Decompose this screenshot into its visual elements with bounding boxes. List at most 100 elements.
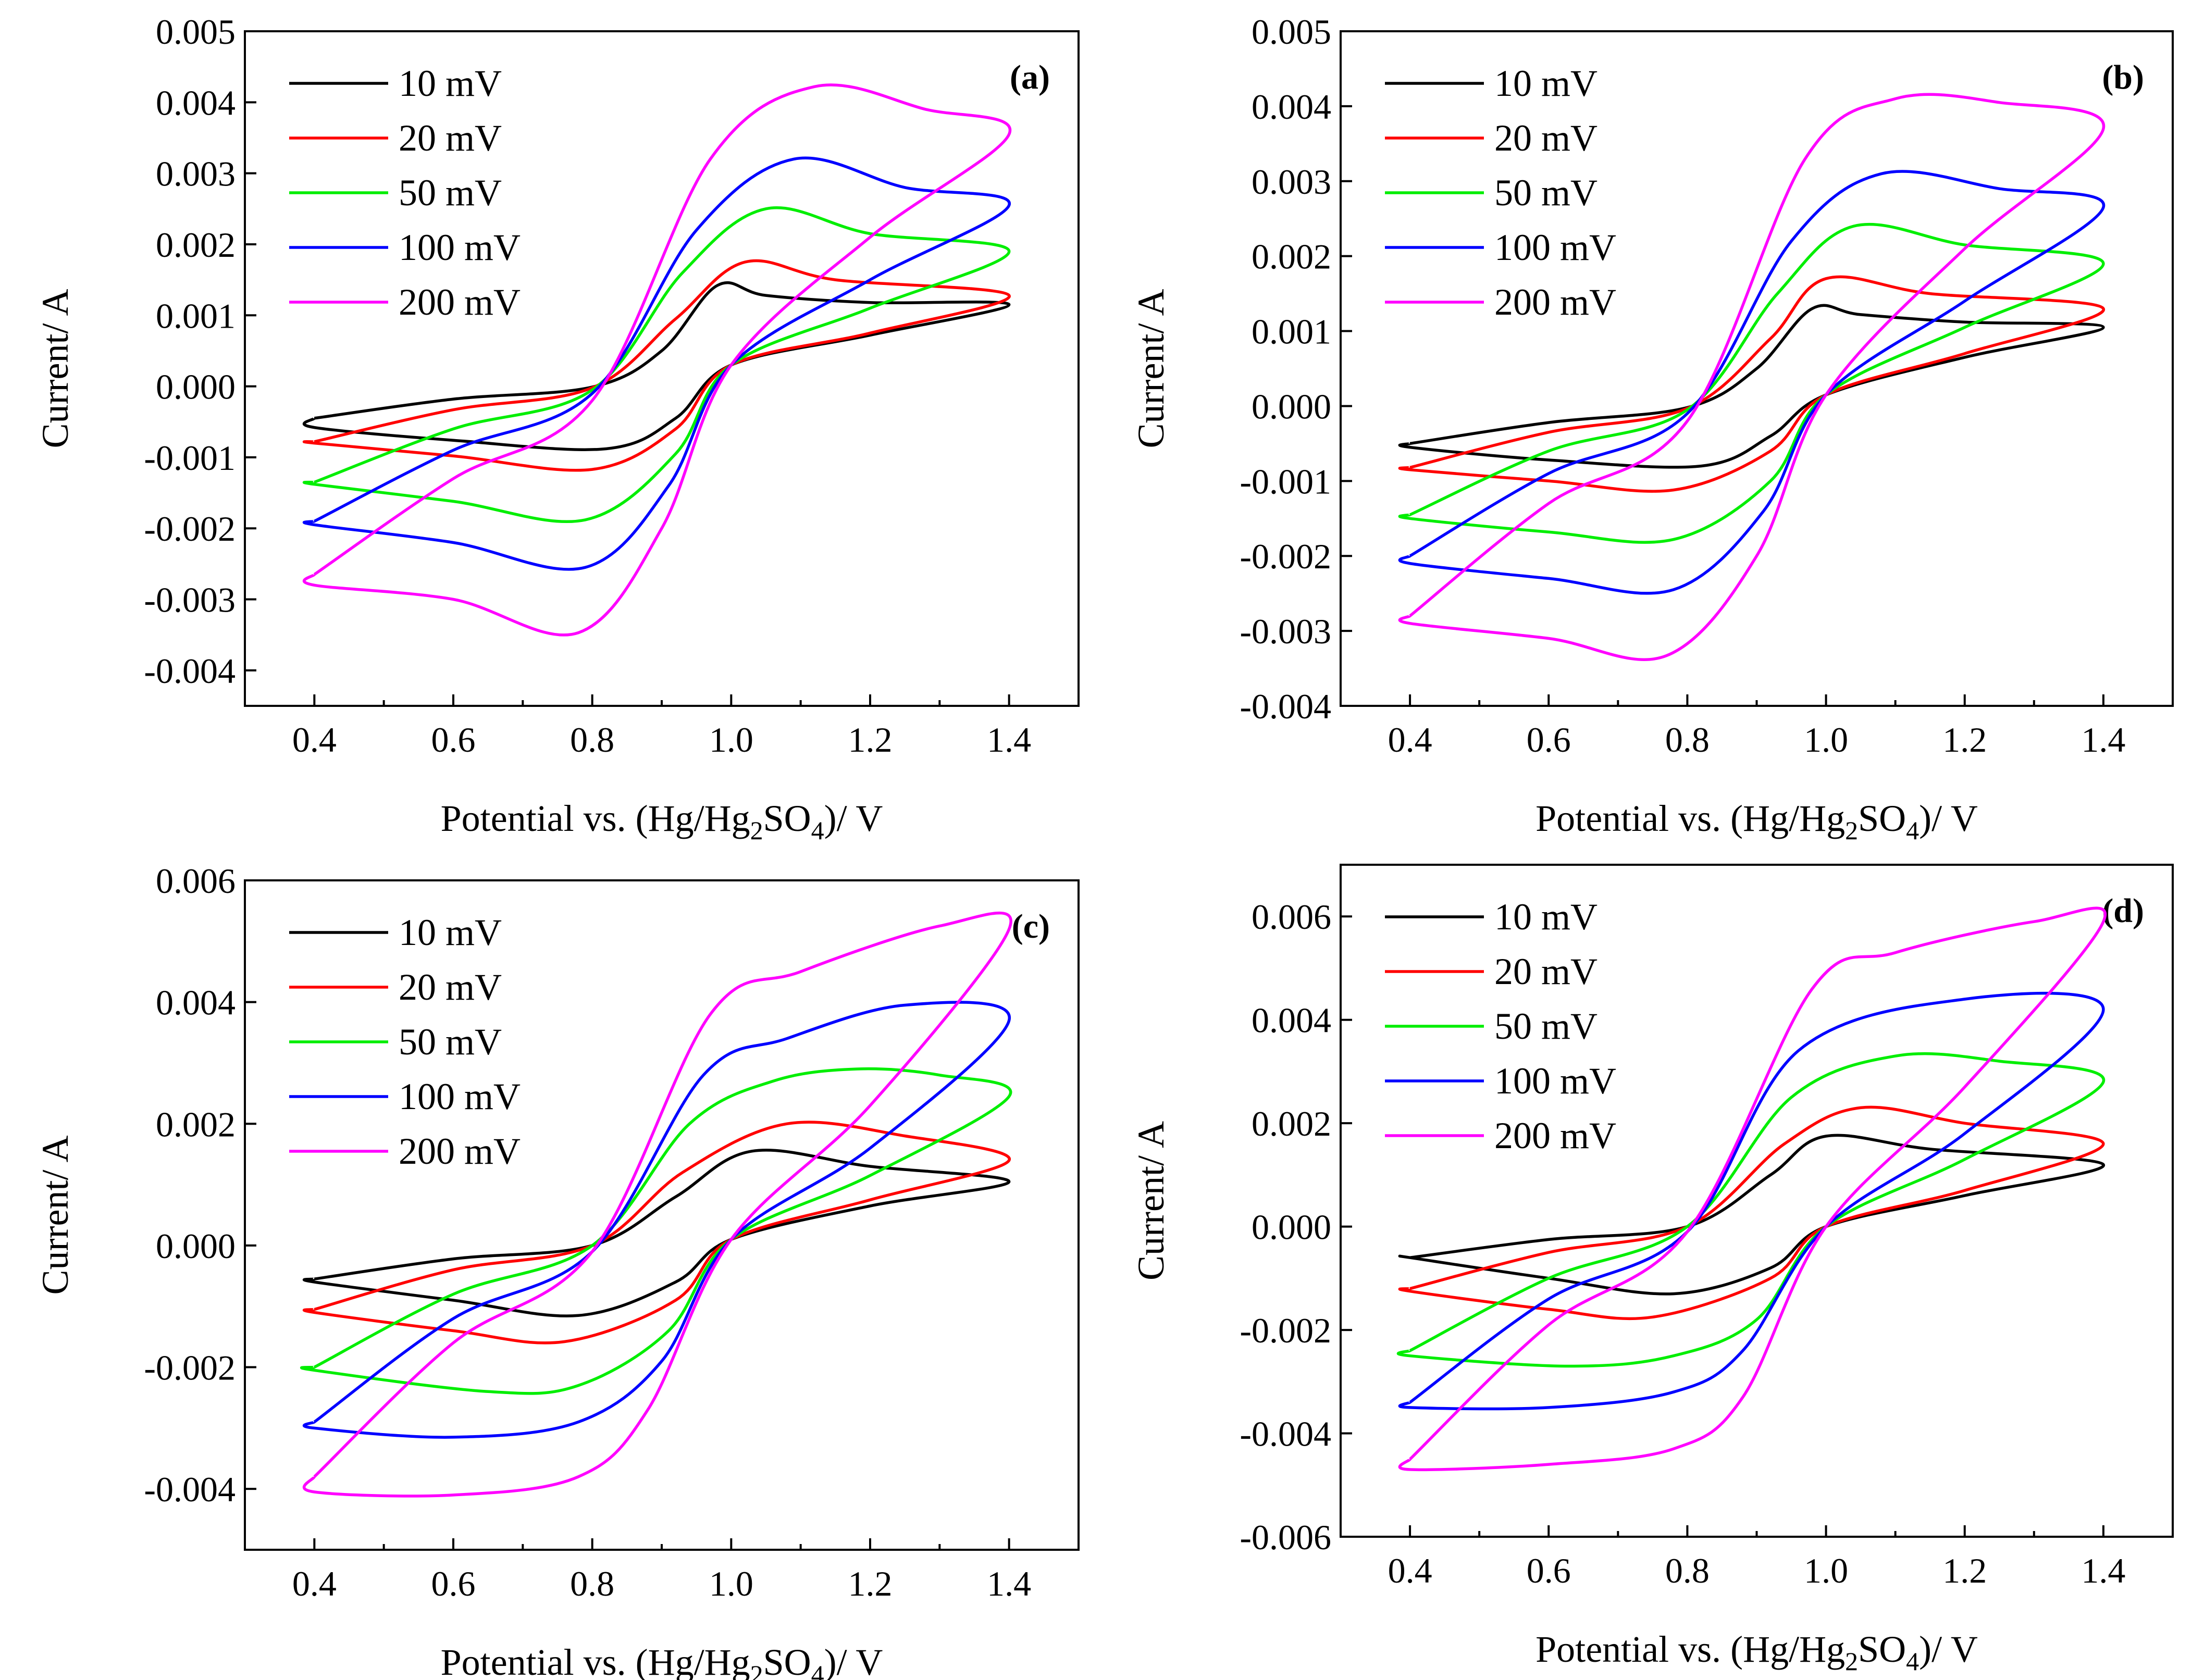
y-tick-label: -0.004 [1240, 687, 1331, 726]
series-curve-100-mv [302, 156, 1011, 571]
y-tick-label: 0.005 [1252, 12, 1331, 52]
x-tick-label: 0.6 [431, 1564, 476, 1603]
y-tick-label: 0.001 [156, 296, 236, 335]
x-tick-label: 1.2 [1942, 720, 1987, 760]
series-curve-50-mv [302, 206, 1011, 524]
y-tick-label: 0.000 [1252, 387, 1331, 426]
panel-label: (a) [1010, 58, 1050, 96]
series-curve-100-mv [1398, 170, 2106, 595]
legend-label: 20 mV [1494, 951, 1597, 992]
panel-label: (b) [2102, 58, 2144, 96]
y-tick-label: 0.001 [1252, 312, 1331, 352]
y-tick-label: -0.002 [1240, 537, 1331, 576]
series-curve-200-mv [302, 912, 1012, 1498]
legend-label: 100 mV [1494, 227, 1616, 268]
x-tick-label: 1.0 [709, 720, 753, 760]
y-tick-label: -0.004 [1240, 1414, 1331, 1454]
y-tick-label: 0.000 [156, 367, 236, 407]
y-tick-label: 0.004 [156, 983, 236, 1023]
y-axis-title: Current/ A [34, 1136, 76, 1295]
series-curve-100-mv [1398, 991, 2105, 1411]
x-tick-label: 1.0 [1804, 1551, 1848, 1590]
series-curve-50-mv [1398, 222, 2105, 544]
y-tick-label: 0.004 [1252, 87, 1331, 127]
panel-label: (d) [2102, 892, 2144, 930]
x-tick-label: 0.6 [1527, 720, 1571, 760]
plot-frame [244, 879, 1080, 1551]
x-tick-label: 0.6 [1527, 1551, 1571, 1590]
panel-b: 0.4 0.6 0.8 1.0 1.2 1.4 -0.004 -0.003 -0.002 -0.0… [1130, 12, 2174, 845]
x-tick-label: 1.4 [987, 720, 1031, 760]
series-curve-20-mv [302, 259, 1011, 472]
legend-label: 100 mV [399, 1076, 521, 1117]
y-tick-label: 0.006 [1252, 897, 1331, 937]
y-tick-label: -0.002 [144, 509, 236, 549]
series-curve-10-mv [302, 1149, 1011, 1317]
y-tick-label: 0.002 [156, 225, 236, 265]
legend-label: 10 mV [1494, 63, 1597, 104]
series-curve-10-mv [1398, 1134, 2105, 1296]
x-tick-label: 0.4 [1388, 720, 1432, 760]
x-tick-label: 1.2 [848, 720, 893, 760]
y-axis-title: Current/ A [34, 289, 76, 449]
panel-a: 0.4 0.6 0.8 1.0 1.2 1.4 -0.004 -0.003 -0.002 -0.0… [34, 12, 1080, 845]
legend-label: 100 mV [1494, 1060, 1616, 1102]
series-curve-200-mv [1398, 93, 2106, 661]
legend-label: 50 mV [399, 172, 502, 214]
x-tick-label: 1.0 [709, 1564, 753, 1603]
x-tick-label: 0.4 [1388, 1551, 1432, 1590]
y-tick-label: -0.003 [1240, 612, 1331, 651]
legend-label: 100 mV [399, 227, 521, 268]
y-axis-title: Current/ A [1130, 1121, 1172, 1280]
legend-label: 20 mV [399, 966, 502, 1008]
x-tick-label: 1.0 [1804, 720, 1848, 760]
y-tick-label: 0.005 [156, 12, 236, 52]
series-curve-200-mv [302, 83, 1012, 637]
panel-d: 0.4 0.6 0.8 1.0 1.2 1.4 -0.006 -0.004 -0.002 0.00… [1130, 864, 2174, 1676]
y-tick-label: -0.006 [1240, 1517, 1331, 1557]
legend-label: 10 mV [1494, 896, 1597, 938]
y-tick-label: 0.000 [156, 1226, 236, 1266]
legend-label: 10 mV [399, 63, 502, 104]
x-tick-label: 1.4 [2081, 1551, 2125, 1590]
y-tick-label: 0.002 [1252, 1104, 1331, 1143]
legend-label: 200 mV [1494, 281, 1616, 323]
x-axis-title: Potential vs. (Hg/Hg2SO4)/ V [441, 1641, 883, 1680]
plot-frame [244, 30, 1080, 707]
x-tick-label: 0.8 [570, 1564, 614, 1603]
x-tick-label: 0.8 [1665, 1551, 1710, 1590]
series-curve-50-mv [300, 1067, 1012, 1395]
y-tick-label: 0.004 [156, 83, 236, 122]
y-tick-label: 0.003 [156, 154, 236, 194]
x-axis-title: Potential vs. (Hg/Hg2SO4)/ V [1535, 798, 1978, 845]
y-tick-label: -0.004 [144, 1470, 236, 1509]
legend-label: 200 mV [399, 1130, 521, 1172]
x-tick-label: 1.2 [1942, 1551, 1987, 1590]
x-axis-title: Potential vs. (Hg/Hg2SO4)/ V [441, 798, 883, 845]
y-tick-label: 0.006 [156, 861, 236, 901]
x-tick-label: 0.8 [570, 720, 614, 760]
y-tick-label: 0.002 [1252, 237, 1331, 277]
legend-label: 10 mV [399, 912, 502, 953]
legend-label: 20 mV [1494, 117, 1597, 159]
x-tick-label: 0.4 [292, 1564, 337, 1603]
x-tick-label: 0.8 [1665, 720, 1710, 760]
legend-label: 50 mV [399, 1021, 502, 1063]
y-tick-label: -0.001 [1240, 462, 1331, 501]
y-tick-label: 0.003 [1252, 162, 1331, 202]
panel-c: 0.4 0.6 0.8 1.0 1.2 1.4 -0.004 -0.002 0.000 0.002… [34, 861, 1080, 1680]
legend-label: 200 mV [1494, 1115, 1616, 1156]
y-tick-label: 0.004 [1252, 1001, 1331, 1040]
plot-frame [1340, 864, 2174, 1538]
legend-label: 200 mV [399, 281, 521, 323]
x-axis-title: Potential vs. (Hg/Hg2SO4)/ V [1535, 1628, 1978, 1676]
series-curve-50-mv [1396, 1052, 2105, 1368]
x-tick-label: 0.6 [431, 720, 476, 760]
x-tick-label: 0.4 [292, 720, 337, 760]
series-curve-200-mv [1398, 906, 2107, 1472]
y-tick-label: 0.000 [1252, 1208, 1331, 1247]
y-tick-label: -0.002 [144, 1348, 236, 1388]
x-tick-label: 1.4 [987, 1564, 1031, 1603]
y-tick-label: -0.003 [144, 580, 236, 620]
